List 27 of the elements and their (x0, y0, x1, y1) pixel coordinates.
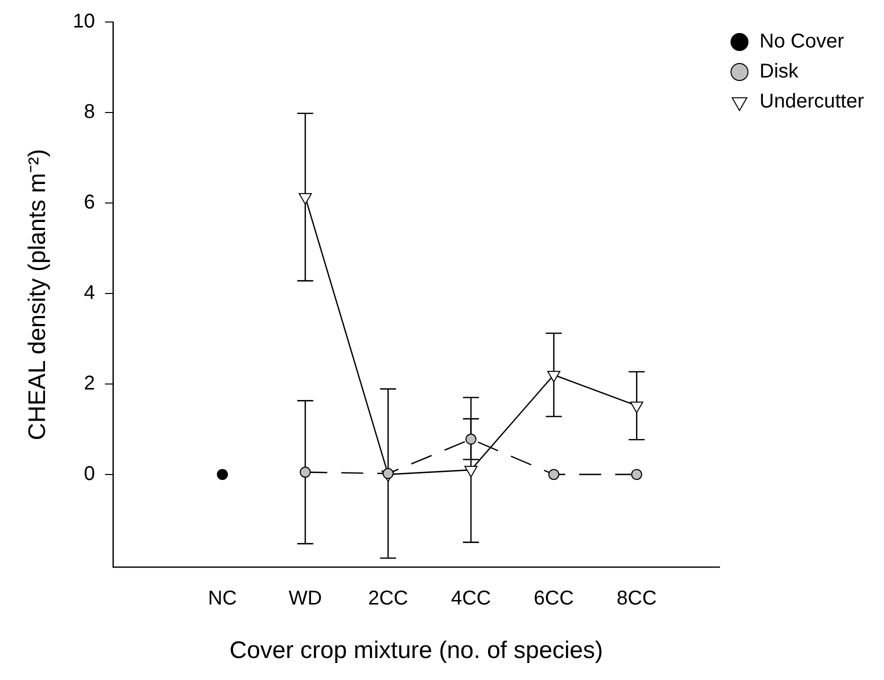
point (216, 468, 228, 480)
y-tick-label: 0 (84, 462, 96, 485)
point (630, 402, 644, 414)
x-tick-label: 2CC (368, 588, 408, 610)
x-axis-title: Cover crop mixture (no. of species) (230, 637, 604, 664)
y-tick-label: 2 (84, 372, 96, 394)
point (631, 468, 642, 480)
point (464, 466, 478, 478)
x-tick-label: 4CC (450, 588, 491, 610)
point (382, 468, 394, 480)
legend-label: Undercutter (760, 90, 864, 113)
y-tick-label: 8 (84, 101, 96, 124)
point (300, 466, 311, 478)
y-tick-label: 6 (84, 191, 96, 214)
point (298, 193, 312, 205)
y-tick-label: 4 (84, 282, 96, 304)
x-tick-label: 6CC (534, 588, 574, 610)
y-axis-title: CHEAL density (plants m⁻²) (24, 149, 52, 440)
x-tick-label: WD (288, 588, 322, 610)
legend-label: No Cover (760, 30, 844, 53)
point (548, 468, 560, 480)
x-tick-label: 8CC (616, 588, 657, 610)
x-tick-label: NC (208, 588, 237, 610)
legend-label: Disk (760, 60, 800, 83)
point (465, 434, 476, 445)
point (547, 370, 560, 382)
y-tick-label: 10 (72, 10, 96, 33)
